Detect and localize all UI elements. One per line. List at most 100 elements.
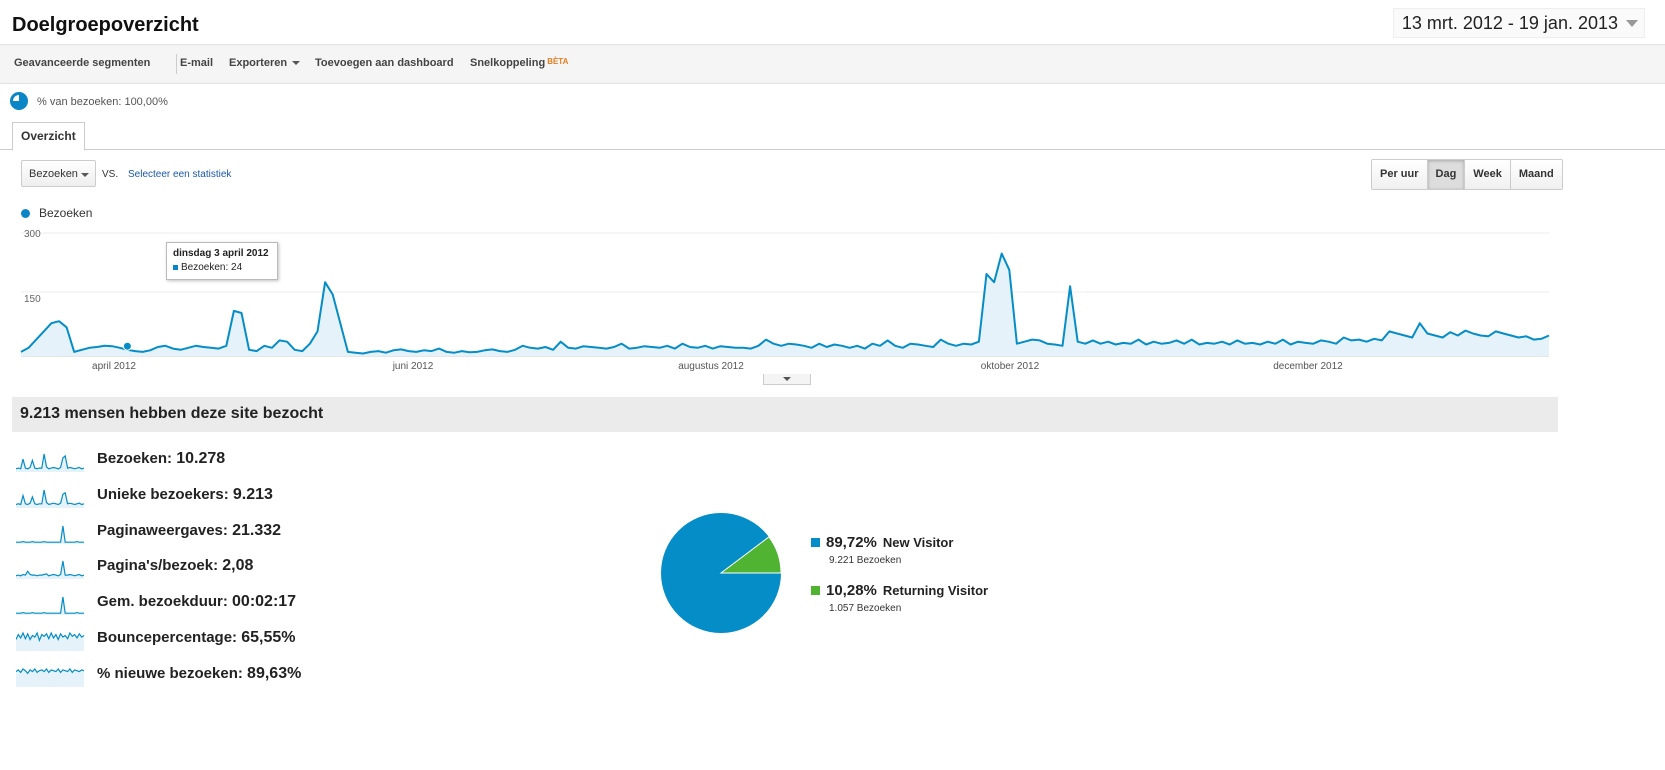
sparkline [16,453,85,472]
metric-select[interactable]: Bezoeken [21,160,96,187]
granularity-toggle: Per uur Dag Week Maand [1371,159,1563,190]
granularity-day-button[interactable]: Dag [1426,160,1465,189]
export-button[interactable]: Exporteren [229,57,301,69]
tab-overview[interactable]: Overzicht [12,122,85,151]
granularity-month-button[interactable]: Maand [1509,160,1562,189]
sparkline [16,525,84,544]
metric-name: Pagina's/bezoek: [97,557,219,575]
sparkline-area [16,454,84,472]
metric-name: % nieuwe bezoeken: [97,664,243,682]
vs-label: VS. [102,169,119,180]
sparkline-line [16,561,85,577]
sparkline-area [16,668,84,687]
legend-dot-icon [21,209,30,218]
select-statistic-link[interactable]: Selecteer een statistiek [128,169,232,180]
visitor-type-pie-chart[interactable] [660,512,782,634]
x-tick-august: augustus 2012 [678,361,744,372]
advanced-segments-button[interactable]: Geavanceerde segmenten [14,57,151,69]
metric-value: 89,63% [247,664,302,682]
toolbar: Geavanceerde segmenten E-mail Exporteren… [0,44,1665,84]
beta-badge: BÈTA [547,57,569,66]
metric-select-value: Bezoeken [29,168,78,180]
x-tick-june: juni 2012 [392,361,434,372]
y-tick-150: 150 [24,294,41,305]
legend-swatch-new-visitor [811,538,820,547]
sparkline-area [16,489,84,508]
chevron-down-icon [292,61,301,66]
date-range-label: 13 mrt. 2012 - 19 jan. 2013 [1401,13,1618,33]
metric-label: Bouncepercentage: 65,55% [97,629,295,647]
series-area [21,253,1549,356]
metric-label: Bezoeken: 10.278 [97,450,225,468]
sparkline-area [16,525,84,544]
add-to-dashboard-button[interactable]: Toevoegen aan dashboard [315,57,454,69]
metric-label: Unieke bezoekers: 9.213 [97,486,273,504]
metric-label: Pagina's/bezoek: 2,08 [97,557,253,575]
legend-pct-new-visitor: 89,72% New Visitor [826,534,953,551]
legend-name: Returning Visitor [882,583,989,598]
sparkline-line [16,489,85,506]
sparkline [16,489,85,508]
metric-name: Bouncepercentage: [97,629,238,646]
sparkline-line [16,667,85,675]
pie-slice-returning-visitor[interactable] [719,536,782,574]
sparkline-line [16,525,84,543]
sparkline-line [16,453,85,470]
export-label: Exporteren [229,57,288,69]
series-line [20,252,1550,355]
metric-label: % nieuwe bezoeken: 89,63% [97,665,301,683]
x-tick-december: december 2012 [1273,361,1343,372]
summary-headline: 9.213 mensen hebben deze site bezocht [20,405,324,422]
toolbar-divider [176,54,177,74]
legend-value: 10,28% [826,582,877,599]
metric-value: 2,08 [222,557,254,575]
sparkline [16,561,85,580]
sparkline-area [16,633,84,651]
segment-label: % van bezoeken: 100,00% [37,96,168,108]
tab-bar-line [0,149,1665,150]
tooltip-series-swatch [173,265,178,270]
metric-name: Gem. bezoekduur: [97,593,228,611]
sparkline-area [16,561,84,580]
sparkline-area [16,597,84,616]
sparkline [16,597,84,616]
chevron-down-icon [1626,20,1638,27]
legend-visits-new-visitor: 9.221 Bezoeken [829,555,902,566]
chevron-down-icon [783,377,791,381]
date-range-picker[interactable]: 13 mrt. 2012 - 19 jan. 2013 [1392,8,1645,38]
legend-value: 89,72% [826,534,877,551]
x-tick-october: oktober 2012 [981,361,1040,372]
chart-tooltip: dinsdag 3 april 2012 Bezoeken: 24 [166,242,278,280]
metric-label: Gem. bezoekduur: 00:02:17 [97,593,296,611]
x-tick-april: april 2012 [92,361,136,372]
metric-name: Unieke bezoekers: [97,485,229,503]
tooltip-value: Bezoeken: 24 [181,262,243,273]
visits-line-chart[interactable]: 300 150 april 2012 juni 2012 augustus 20… [0,222,1560,377]
tooltip-date: dinsdag 3 april 2012 [173,248,269,259]
metric-value: 10.278 [176,450,226,467]
granularity-hour-button[interactable]: Per uur [1372,160,1427,189]
metric-value: 65,55% [241,629,296,646]
hover-point[interactable] [122,341,132,351]
metric-value: 9.213 [232,485,273,503]
sparkline-line [16,631,85,643]
metric-value: 21.332 [232,521,282,539]
y-tick-300: 300 [24,229,41,240]
shortcut-label: Snelkoppeling [470,57,546,69]
sparkline-line [16,597,84,614]
legend-name: New Visitor [882,535,954,550]
metric-name: Paginaweergaves: [97,521,228,539]
segment-pie-icon [10,92,28,110]
shortcut-button[interactable]: Snelkoppeling BÈTA [470,57,568,69]
legend-label: Bezoeken [39,206,93,220]
sparkline [16,667,85,687]
granularity-week-button[interactable]: Week [1464,160,1510,189]
legend-visits-returning-visitor: 1.057 Bezoeken [829,603,902,614]
metric-label: Paginaweergaves: 21.332 [97,522,281,540]
chevron-down-icon [81,173,89,177]
sparkline [16,631,85,651]
page-title: Doelgroepoverzicht [12,14,199,36]
email-button[interactable]: E-mail [180,57,214,69]
chart-collapse-handle[interactable] [763,374,811,385]
summary-bar: 9.213 mensen hebben deze site bezocht [12,397,1558,432]
